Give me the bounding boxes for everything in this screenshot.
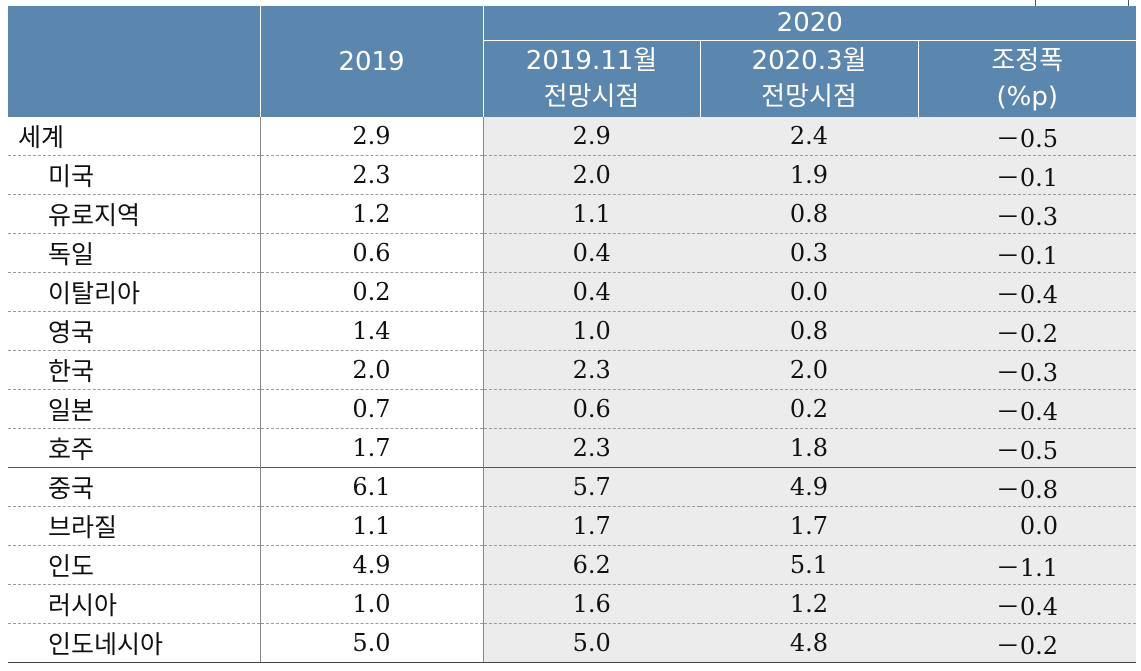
- value-2019: 0.7: [260, 389, 484, 429]
- country-name: 인도네시아: [8, 623, 261, 663]
- value-2019: 1.0: [260, 584, 484, 624]
- table-row: 미국 2.3 2.0 1.9 －0.1: [8, 155, 1137, 195]
- header-nov-forecast: 2019.11월 전망시점: [482, 40, 700, 117]
- value-2019: 1.1: [260, 506, 484, 546]
- country-name: 유로지역: [8, 194, 261, 234]
- header-nov-line1: 2019.11월: [525, 46, 658, 76]
- value-adjustment: 0.0: [918, 506, 1137, 546]
- value-2019-nov-forecast: 1.6: [483, 584, 700, 624]
- header-2020-group: 2020: [482, 6, 1137, 41]
- table-row: 브라질 1.1 1.7 1.7 0.0: [8, 506, 1137, 546]
- value-2019-nov-forecast: 5.7: [483, 467, 700, 507]
- value-2019: 1.4: [260, 311, 484, 351]
- value-adjustment: －0.5: [918, 117, 1137, 156]
- value-2019: 0.2: [260, 272, 484, 312]
- value-adjustment: －1.1: [918, 545, 1137, 585]
- table-body: 세계 2.9 2.9 2.4 －0.5 미국 2.3 2.0 1.9 －0.1 유로지역 1.2 1.1…: [8, 117, 1137, 663]
- table-row: 인도 4.9 6.2 5.1 －1.1: [8, 545, 1137, 585]
- value-2020-mar-forecast: 2.4: [700, 117, 918, 156]
- value-2019: 2.9: [260, 117, 484, 156]
- header-mar-line2: 전망시점: [761, 82, 857, 112]
- header-nov-line2: 전망시점: [543, 82, 640, 112]
- value-2020-mar-forecast: 0.0: [700, 272, 918, 312]
- value-2020-mar-forecast: 1.7: [700, 506, 918, 546]
- value-adjustment: －0.4: [918, 584, 1137, 624]
- value-adjustment: －0.2: [918, 311, 1137, 351]
- value-2019-nov-forecast: 5.0: [483, 623, 700, 663]
- country-name: 중국: [8, 467, 261, 507]
- value-adjustment: －0.3: [918, 350, 1137, 390]
- value-2019: 6.1: [260, 467, 484, 507]
- value-2019: 2.0: [260, 350, 484, 390]
- value-2019-nov-forecast: 1.0: [483, 311, 700, 351]
- value-2020-mar-forecast: 2.0: [700, 350, 918, 390]
- table-header: 2019 2020 2019.11월 전망시점 2020.3월 전망시점 조정폭…: [8, 6, 1137, 117]
- country-name: 호주: [8, 428, 261, 468]
- value-adjustment: －0.4: [918, 389, 1137, 429]
- table-row: 독일 0.6 0.4 0.3 －0.1: [8, 233, 1137, 273]
- table-row: 세계 2.9 2.9 2.4 －0.5: [8, 117, 1137, 156]
- value-adjustment: －0.1: [918, 233, 1137, 273]
- header-2019: 2019: [259, 6, 483, 117]
- value-2019-nov-forecast: 2.3: [483, 350, 700, 390]
- header-mar-forecast: 2020.3월 전망시점: [699, 40, 918, 117]
- value-adjustment: －0.8: [918, 467, 1137, 507]
- value-2019-nov-forecast: 0.4: [483, 233, 700, 273]
- value-2019: 1.7: [260, 428, 484, 468]
- value-2020-mar-forecast: 0.2: [700, 389, 918, 429]
- value-2019-nov-forecast: 6.2: [483, 545, 700, 585]
- table-row: 유로지역 1.2 1.1 0.8 －0.3: [8, 194, 1137, 234]
- table-row: 한국 2.0 2.3 2.0 －0.3: [8, 350, 1137, 390]
- table-row: 중국 6.1 5.7 4.9 －0.8: [8, 467, 1137, 507]
- value-adjustment: －0.4: [918, 272, 1137, 312]
- value-2020-mar-forecast: 0.3: [700, 233, 918, 273]
- value-adjustment: －0.1: [918, 155, 1137, 195]
- value-2020-mar-forecast: 1.9: [700, 155, 918, 195]
- value-2020-mar-forecast: 5.1: [700, 545, 918, 585]
- value-adjustment: －0.3: [918, 194, 1137, 234]
- value-2019: 0.6: [260, 233, 484, 273]
- country-name: 러시아: [8, 584, 261, 624]
- country-name: 미국: [8, 155, 261, 195]
- country-name: 일본: [8, 389, 261, 429]
- table-row: 이탈리아 0.2 0.4 0.0 －0.4: [8, 272, 1137, 312]
- value-2019-nov-forecast: 0.6: [483, 389, 700, 429]
- table-row: 호주 1.7 2.3 1.8 －0.5: [8, 428, 1137, 468]
- value-2019-nov-forecast: 1.1: [483, 194, 700, 234]
- growth-forecast-table: 2019 2020 2019.11월 전망시점 2020.3월 전망시점 조정폭…: [8, 6, 1137, 663]
- value-adjustment: －0.5: [918, 428, 1137, 468]
- header-mar-line1: 2020.3월: [751, 46, 867, 76]
- country-name: 브라질: [8, 506, 261, 546]
- country-name: 이탈리아: [8, 272, 261, 312]
- value-2019-nov-forecast: 0.4: [483, 272, 700, 312]
- header-adj-line1: 조정폭: [991, 46, 1064, 76]
- country-name: 세계: [8, 117, 261, 156]
- value-2019-nov-forecast: 1.7: [483, 506, 700, 546]
- value-2019: 5.0: [260, 623, 484, 663]
- table-row: 일본 0.7 0.6 0.2 －0.4: [8, 389, 1137, 429]
- value-2020-mar-forecast: 4.9: [700, 467, 918, 507]
- header-blank-cell: [8, 6, 260, 117]
- country-name: 한국: [8, 350, 261, 390]
- value-2019-nov-forecast: 2.3: [483, 428, 700, 468]
- header-adjustment: 조정폭 (%p): [917, 40, 1137, 117]
- value-2019-nov-forecast: 2.9: [483, 117, 700, 156]
- country-name: 독일: [8, 233, 261, 273]
- table-row: 러시아 1.0 1.6 1.2 －0.4: [8, 584, 1137, 624]
- value-2020-mar-forecast: 0.8: [700, 311, 918, 351]
- value-2020-mar-forecast: 0.8: [700, 194, 918, 234]
- value-adjustment: －0.2: [918, 623, 1137, 663]
- value-2019: 1.2: [260, 194, 484, 234]
- value-2020-mar-forecast: 4.8: [700, 623, 918, 663]
- value-2019-nov-forecast: 2.0: [483, 155, 700, 195]
- header-adj-line2: (%p): [996, 82, 1059, 112]
- value-2020-mar-forecast: 1.2: [700, 584, 918, 624]
- table-row: 인도네시아 5.0 5.0 4.8 －0.2: [8, 623, 1137, 663]
- value-2019: 2.3: [260, 155, 484, 195]
- value-2020-mar-forecast: 1.8: [700, 428, 918, 468]
- country-name: 영국: [8, 311, 261, 351]
- value-2019: 4.9: [260, 545, 484, 585]
- table-row: 영국 1.4 1.0 0.8 －0.2: [8, 311, 1137, 351]
- country-name: 인도: [8, 545, 261, 585]
